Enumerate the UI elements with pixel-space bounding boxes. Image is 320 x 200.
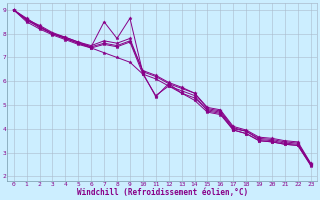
X-axis label: Windchill (Refroidissement éolien,°C): Windchill (Refroidissement éolien,°C) <box>77 188 248 197</box>
